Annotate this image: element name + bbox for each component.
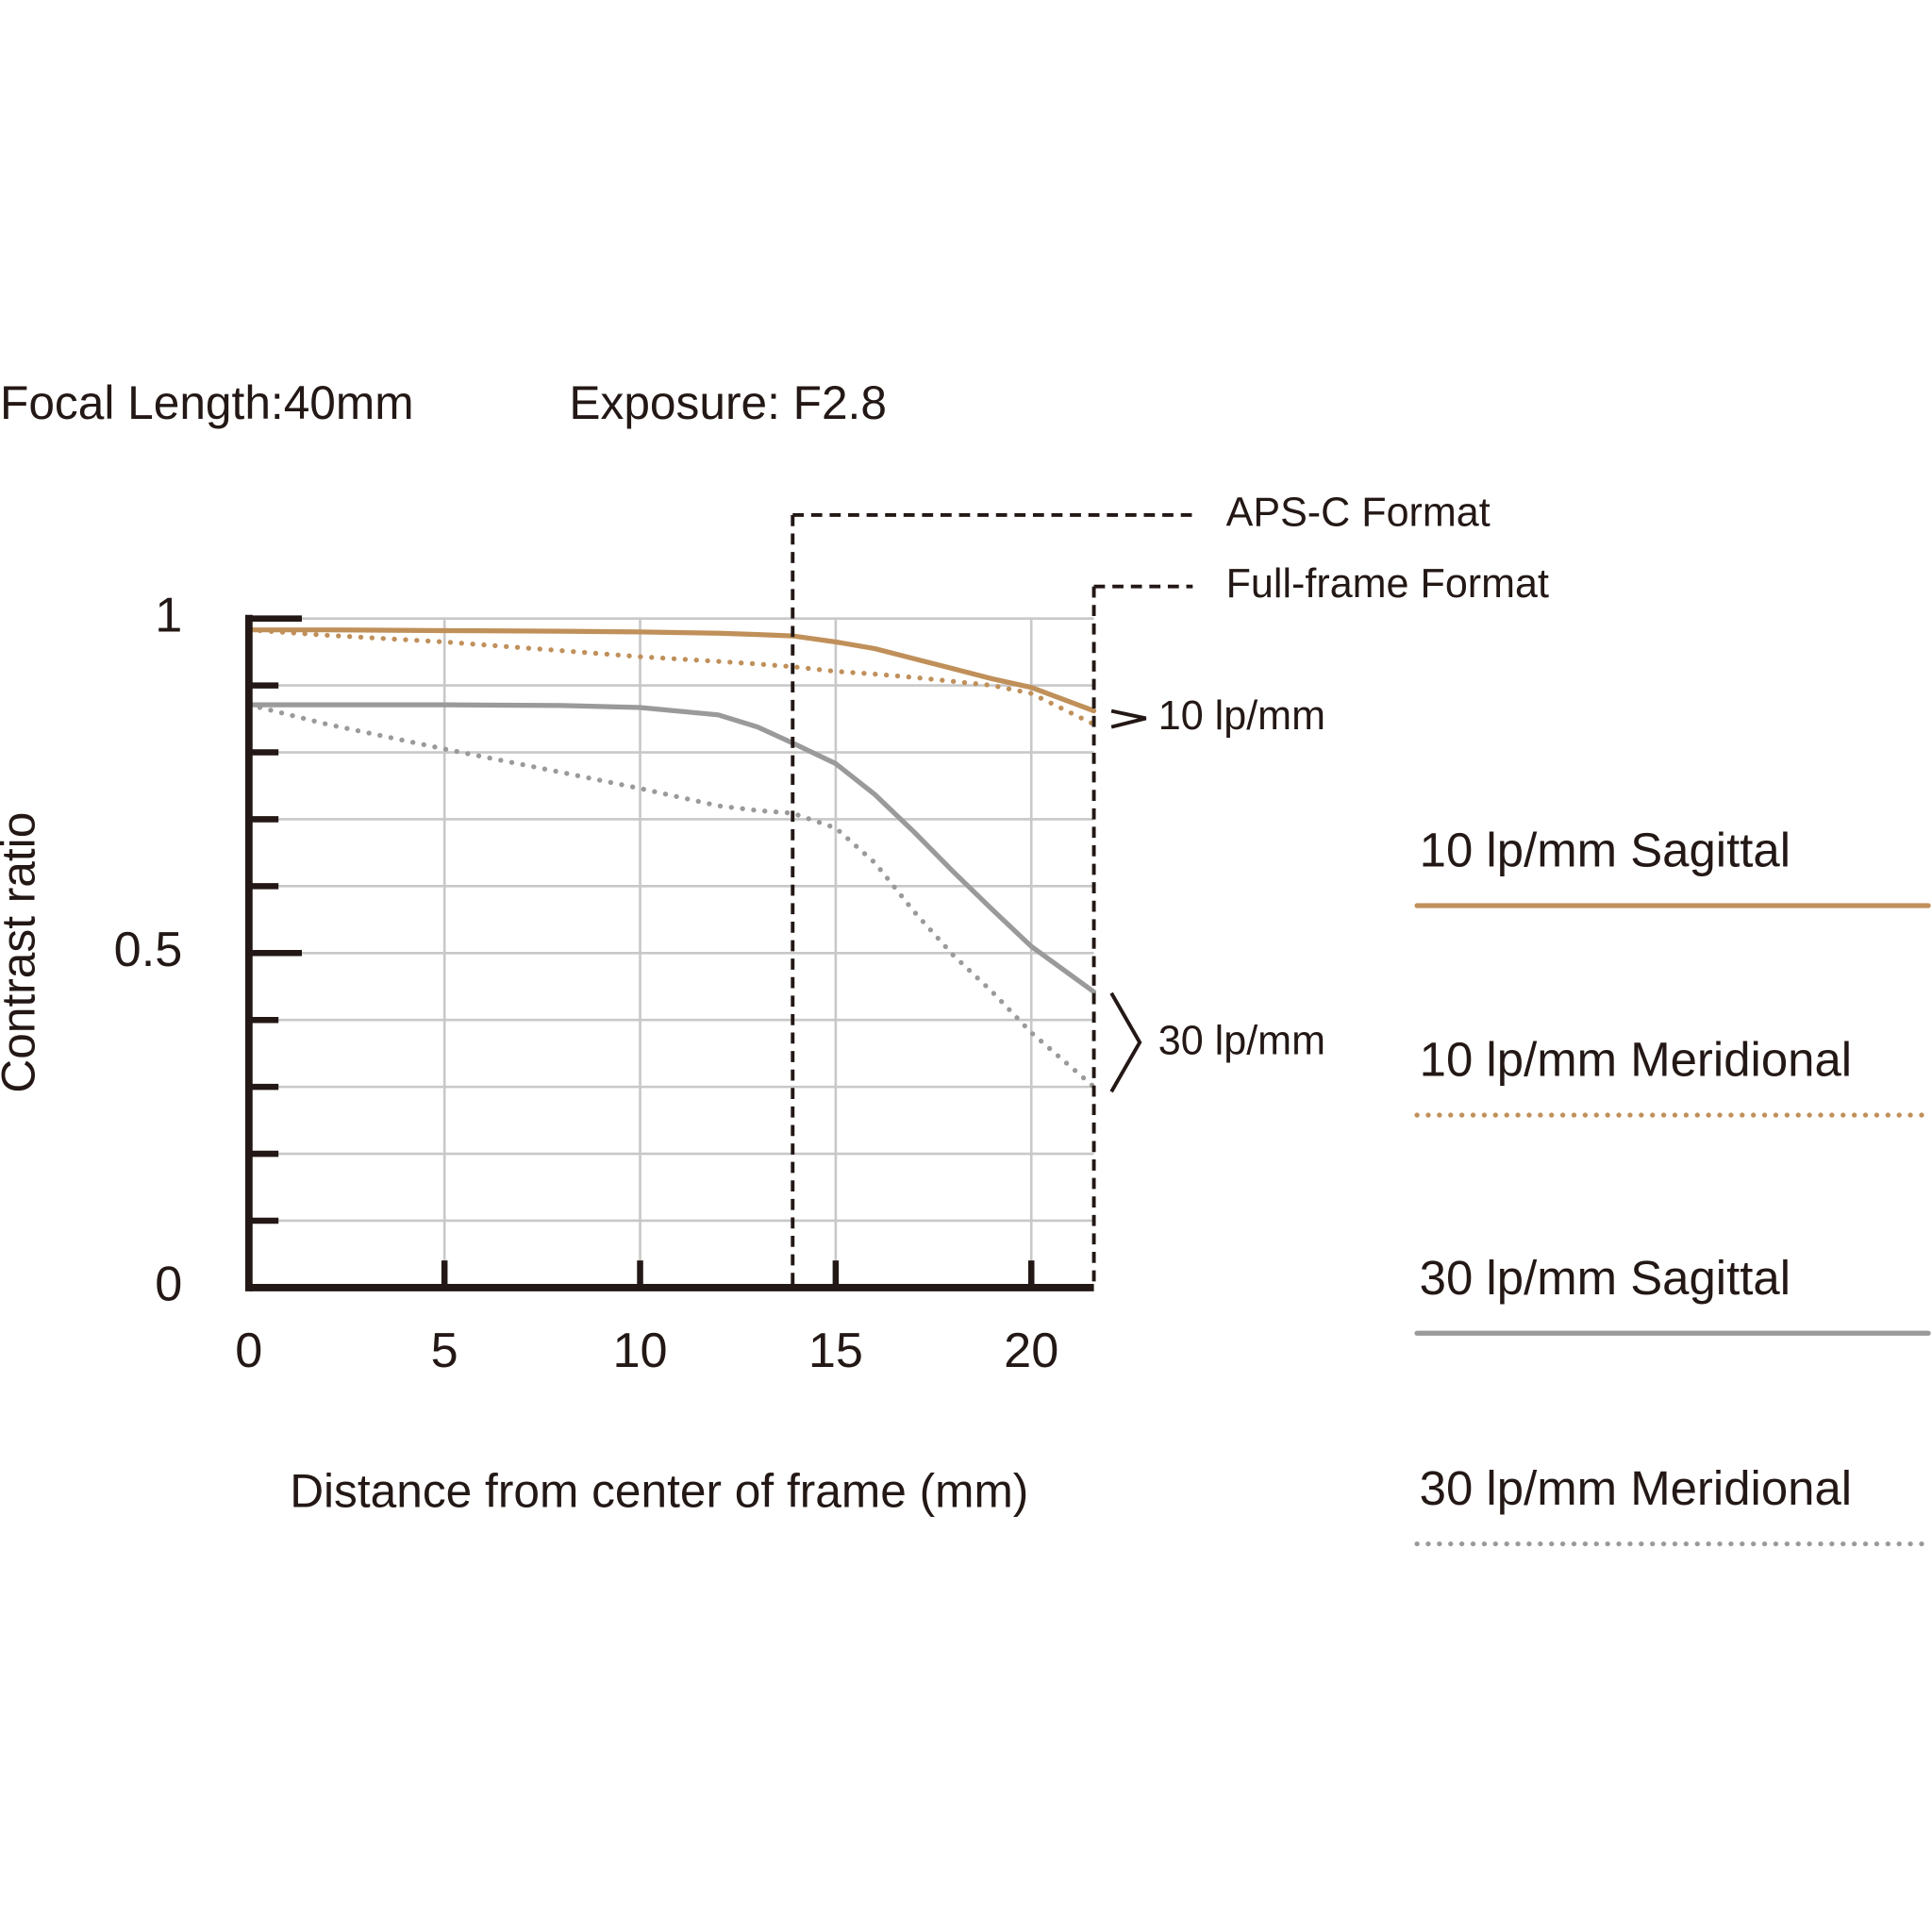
bracket (1109, 991, 1142, 1093)
x-tick-label: 15 (808, 1324, 863, 1378)
x-tick-label: 0 (235, 1324, 262, 1378)
y-tick-label: 1 (155, 588, 182, 642)
annotation: 10 lp/mm (1158, 693, 1325, 739)
series-line (246, 702, 1097, 1090)
format-label: APS-C Format (1226, 490, 1491, 535)
series-line (246, 627, 1097, 727)
legend-label: 10 lp/mm Sagittal (1420, 824, 1790, 877)
legend-label: 10 lp/mm Meridional (1420, 1033, 1852, 1087)
legend-label: 30 lp/mm Sagittal (1420, 1251, 1790, 1305)
x-axis-label: Distance from center of frame (mm) (290, 1464, 1028, 1517)
chart-subtitle: Exposure: F2.8 (569, 376, 887, 429)
y-tick-label: 0 (155, 1257, 182, 1312)
format-label: Full-frame Format (1226, 561, 1549, 607)
legend-label: 30 lp/mm Meridional (1420, 1461, 1852, 1515)
chart-title: Focal Length:40mm (0, 376, 414, 429)
annotation: 30 lp/mm (1158, 1019, 1325, 1064)
y-axis-label: Contrast ratio (0, 812, 45, 1093)
x-tick-label: 10 (612, 1324, 667, 1378)
x-tick-label: 20 (1004, 1324, 1058, 1378)
bracket (1110, 708, 1147, 729)
x-tick-label: 5 (431, 1324, 458, 1378)
y-tick-label: 0.5 (114, 923, 183, 977)
